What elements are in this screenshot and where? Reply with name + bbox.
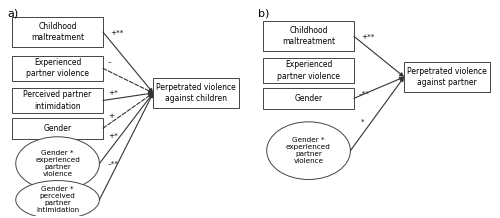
Text: a): a): [8, 9, 18, 19]
Text: Perpetrated violence
against partner: Perpetrated violence against partner: [408, 67, 487, 87]
FancyBboxPatch shape: [12, 17, 103, 47]
Text: +**: +**: [361, 34, 374, 40]
Text: –: –: [108, 59, 112, 65]
FancyBboxPatch shape: [404, 62, 490, 92]
Text: +*: +*: [108, 133, 118, 139]
Text: Childhood
maltreatment: Childhood maltreatment: [31, 22, 84, 42]
Text: –**: –**: [359, 90, 370, 96]
FancyBboxPatch shape: [12, 118, 103, 139]
Ellipse shape: [16, 181, 100, 218]
Text: Perceived partner
intimidation: Perceived partner intimidation: [24, 90, 92, 111]
Text: Gender *
perceived
partner
intimidation: Gender * perceived partner intimidation: [36, 186, 79, 213]
FancyBboxPatch shape: [12, 56, 103, 81]
Text: Gender *
experienced
partner
violence: Gender * experienced partner violence: [35, 150, 80, 177]
Ellipse shape: [266, 122, 350, 179]
Text: Experienced
partner violence: Experienced partner violence: [26, 58, 89, 78]
Text: b): b): [258, 9, 270, 19]
FancyBboxPatch shape: [263, 21, 354, 51]
FancyBboxPatch shape: [263, 58, 354, 83]
Text: Gender *
experienced
partner
violence: Gender * experienced partner violence: [286, 137, 331, 164]
Text: Gender: Gender: [294, 94, 322, 103]
Text: Gender: Gender: [44, 124, 72, 133]
Text: Childhood
maltreatment: Childhood maltreatment: [282, 26, 335, 46]
Text: +*: +*: [108, 90, 118, 96]
Text: Perpetrated violence
against children: Perpetrated violence against children: [156, 83, 236, 103]
FancyBboxPatch shape: [12, 88, 103, 113]
FancyBboxPatch shape: [153, 78, 239, 108]
Ellipse shape: [16, 137, 100, 190]
Text: +: +: [108, 114, 114, 119]
Text: +**: +**: [110, 30, 124, 36]
Text: –**: –**: [108, 160, 118, 167]
FancyBboxPatch shape: [263, 88, 354, 109]
Text: *: *: [361, 119, 365, 125]
Text: Experienced
partner violence: Experienced partner violence: [277, 60, 340, 81]
